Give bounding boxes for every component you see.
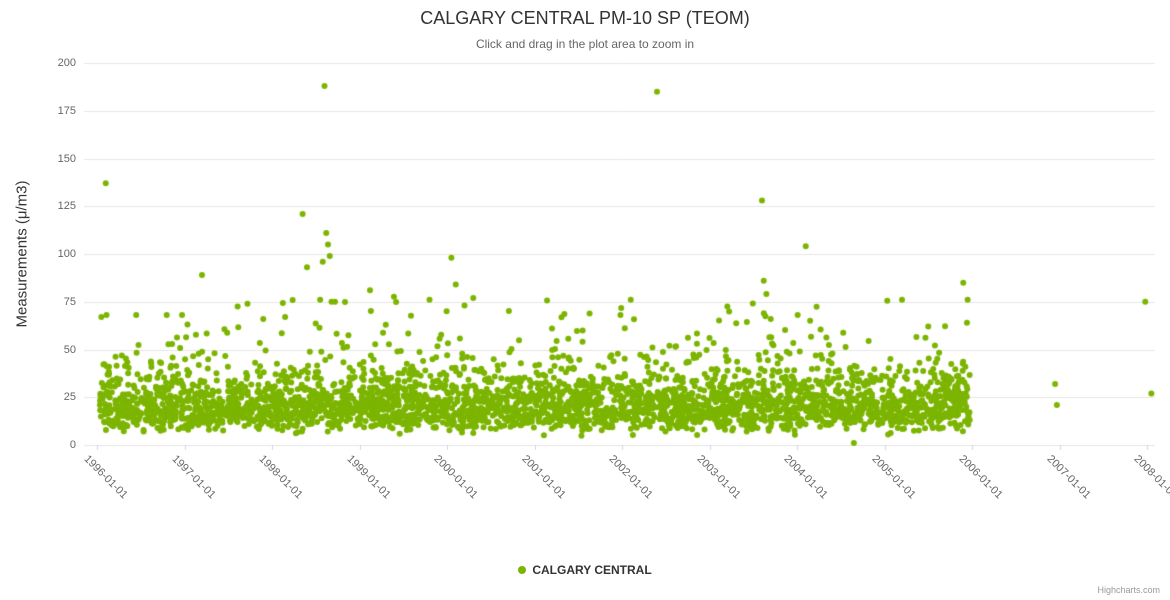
y-tick-label: 0 [69,439,76,451]
credits-link[interactable]: Highcharts.com [1097,585,1160,595]
legend-marker-icon [518,566,527,574]
legend-label: CALGARY CENTRAL [532,563,652,577]
y-tick-label: 100 [57,248,76,260]
legend-item-calgary-central[interactable]: CALGARY CENTRAL [518,563,652,577]
y-tick-label: 200 [57,57,76,69]
y-tick-label: 175 [57,104,76,117]
y-tick-label: 150 [57,152,76,165]
legend: CALGARY CENTRAL [0,563,1170,577]
y-tick-label: 50 [63,343,76,356]
y-tick-label: 125 [57,200,76,213]
y-tick-label: 25 [63,391,76,404]
y-tick-label: 75 [63,295,76,308]
